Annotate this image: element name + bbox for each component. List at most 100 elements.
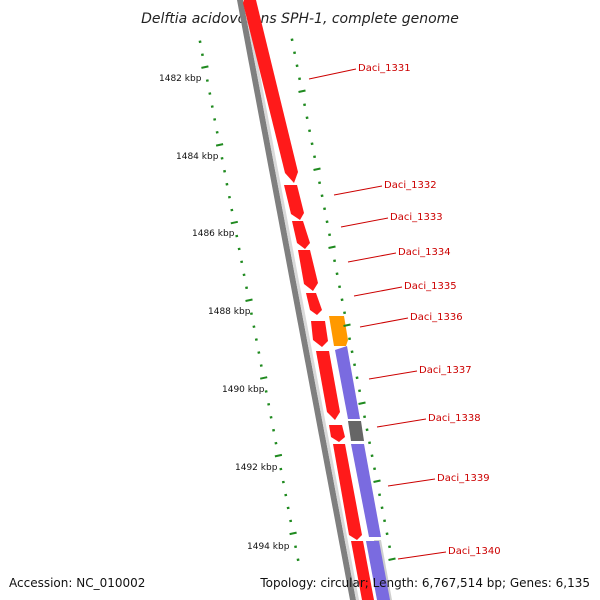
minor-tick xyxy=(370,454,374,458)
major-tick xyxy=(230,220,239,225)
gene-label-daci-1340[interactable]: Daci_1340 xyxy=(448,546,501,557)
minor-tick xyxy=(295,64,299,68)
major-tick xyxy=(313,167,321,171)
minor-tick xyxy=(259,364,263,367)
minor-tick xyxy=(223,169,227,173)
gene-label-daci-1334[interactable]: Daci_1334 xyxy=(398,247,451,258)
minor-tick xyxy=(363,415,367,419)
minor-tick xyxy=(210,105,214,108)
minor-tick xyxy=(235,234,239,238)
minor-tick xyxy=(289,519,293,523)
gene-label-daci-1331[interactable]: Daci_1331 xyxy=(358,63,411,74)
major-tick xyxy=(358,401,366,405)
gene-label-daci-1336[interactable]: Daci_1336 xyxy=(410,312,463,323)
gene-daci-1340[interactable] xyxy=(351,541,374,600)
minor-tick xyxy=(294,545,298,549)
minor-tick xyxy=(274,441,278,445)
tick-marks xyxy=(198,38,396,562)
forward-strand-genes xyxy=(243,0,374,600)
gene-daci-1336[interactable] xyxy=(311,321,328,347)
gene-label-daci-1338[interactable]: Daci_1338 xyxy=(428,413,481,424)
minor-tick xyxy=(198,40,202,44)
gene-orange[interactable] xyxy=(329,316,348,346)
minor-tick xyxy=(293,51,297,55)
major-tick xyxy=(343,323,351,327)
minor-tick xyxy=(296,558,300,562)
minor-tick xyxy=(350,350,354,354)
minor-tick xyxy=(373,467,377,471)
gene-label-daci-1335[interactable]: Daci_1335 xyxy=(404,281,457,292)
gene-daci-1335[interactable] xyxy=(306,293,322,315)
kbp-label: 1482 kbp xyxy=(159,74,202,84)
minor-tick xyxy=(281,480,285,484)
minor-tick xyxy=(225,182,229,186)
gene-daci-1334[interactable] xyxy=(298,250,318,291)
minor-tick xyxy=(340,298,344,302)
kbp-label: 1490 kbp xyxy=(222,385,265,395)
gene-label-daci-1332[interactable]: Daci_1332 xyxy=(384,180,437,191)
gene-daci-1339[interactable] xyxy=(333,444,362,540)
major-tick xyxy=(298,89,306,93)
major-tick xyxy=(259,376,268,380)
major-tick xyxy=(274,453,283,458)
minor-tick xyxy=(245,286,249,290)
minor-tick xyxy=(208,92,212,95)
minor-tick xyxy=(205,79,209,82)
kbp-label: 1492 kbp xyxy=(235,463,278,473)
gene-daci-1331[interactable] xyxy=(243,0,298,183)
minor-tick xyxy=(200,53,204,57)
minor-tick xyxy=(358,389,362,393)
gene-daci-1332[interactable] xyxy=(284,185,304,220)
gene-callout-lines xyxy=(308,68,447,560)
minor-tick xyxy=(323,207,327,211)
minor-tick xyxy=(237,247,241,251)
major-tick xyxy=(328,245,336,249)
minor-tick xyxy=(305,116,309,120)
minor-tick xyxy=(227,195,231,199)
minor-tick xyxy=(252,325,256,328)
minor-tick xyxy=(385,532,389,536)
minor-tick xyxy=(272,428,276,432)
kbp-label: 1488 kbp xyxy=(208,307,251,317)
minor-tick xyxy=(240,260,244,264)
major-tick xyxy=(373,479,381,483)
minor-tick xyxy=(338,285,342,289)
minor-tick xyxy=(343,311,347,315)
gene-purple-2[interactable] xyxy=(351,444,381,537)
major-tick xyxy=(201,65,209,69)
gene-daci-1333[interactable] xyxy=(292,221,310,249)
minor-tick xyxy=(303,103,307,107)
gene-purple-1[interactable] xyxy=(335,346,360,419)
minor-tick xyxy=(308,129,312,133)
minor-tick xyxy=(310,142,314,146)
backbone-highlight xyxy=(243,0,359,600)
minor-tick xyxy=(213,118,217,121)
gene-daci-1337[interactable] xyxy=(316,351,340,420)
minor-tick xyxy=(279,467,283,471)
minor-tick xyxy=(230,208,234,212)
gene-gray[interactable] xyxy=(348,421,364,441)
minor-tick xyxy=(286,506,290,510)
minor-tick xyxy=(378,493,382,497)
kbp-labels: 1482 kbp 1484 kbp 1486 kbp 1488 kbp 1490… xyxy=(159,74,290,552)
gene-daci-1338[interactable] xyxy=(329,425,345,442)
gene-labels: Daci_1331 Daci_1332 Daci_1333 Daci_1334 … xyxy=(358,63,501,557)
minor-tick xyxy=(249,312,253,315)
gene-label-daci-1339[interactable]: Daci_1339 xyxy=(437,473,490,484)
minor-tick xyxy=(242,273,246,277)
minor-tick xyxy=(380,506,384,510)
major-tick xyxy=(245,298,253,302)
kbp-label: 1494 kbp xyxy=(247,542,290,552)
minor-tick xyxy=(333,259,337,263)
major-tick xyxy=(388,557,396,561)
minor-tick xyxy=(215,131,219,134)
minor-tick xyxy=(220,157,224,160)
minor-tick xyxy=(365,428,369,432)
minor-tick xyxy=(348,337,352,341)
gene-purple-3[interactable] xyxy=(366,541,390,600)
minor-tick xyxy=(335,272,339,276)
minor-tick xyxy=(290,38,294,42)
gene-label-daci-1337[interactable]: Daci_1337 xyxy=(419,365,472,376)
gene-label-daci-1333[interactable]: Daci_1333 xyxy=(390,212,443,223)
